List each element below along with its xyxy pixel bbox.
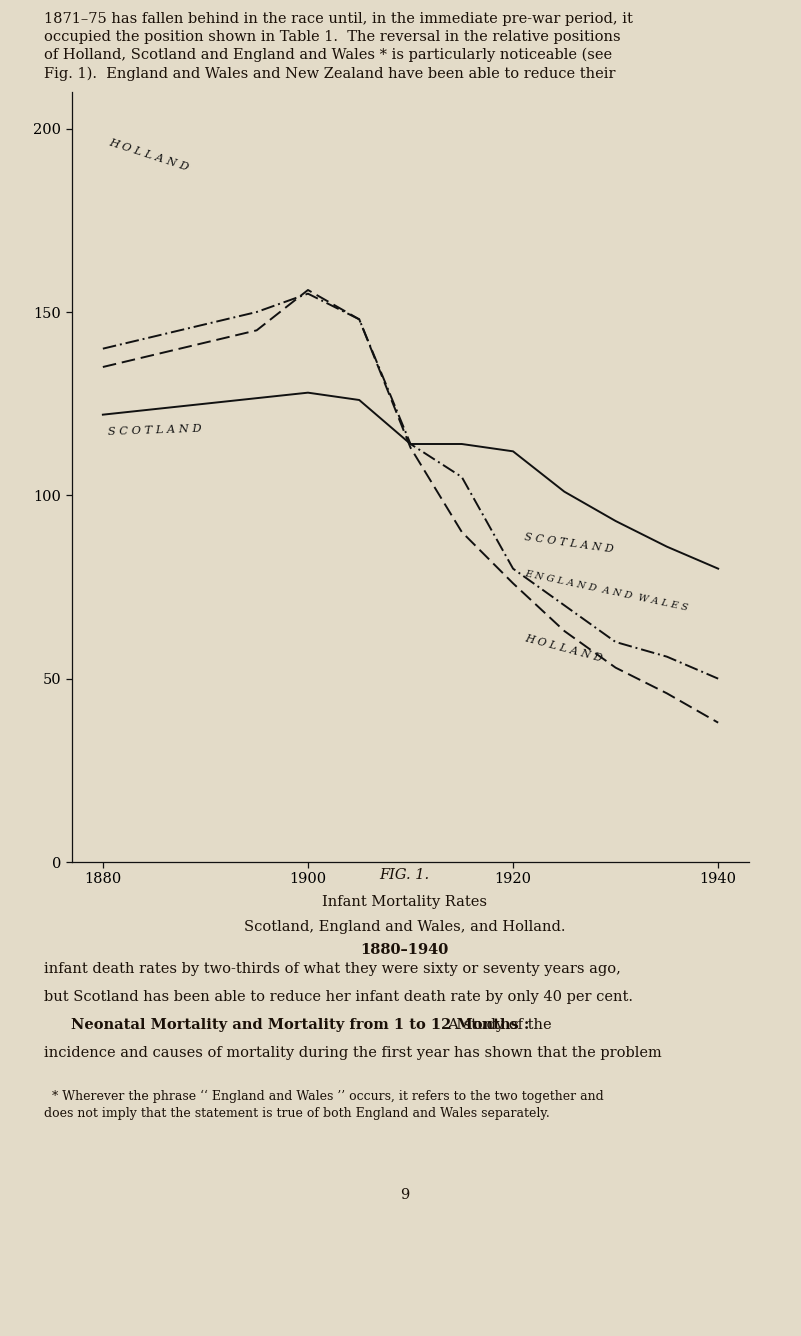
Text: Scotland, England and Wales, and Holland.: Scotland, England and Wales, and Holland…	[244, 919, 566, 934]
Text: Neonatal Mortality and Mortality from 1 to 12 Months :: Neonatal Mortality and Mortality from 1 …	[71, 1018, 529, 1033]
Text: S C O T L A N D: S C O T L A N D	[523, 532, 614, 554]
Text: * Wherever the phrase ‘‘ England and Wales ’’ occurs, it refers to the two toget: * Wherever the phrase ‘‘ England and Wal…	[44, 1090, 604, 1120]
Text: Infant Mortality Rates: Infant Mortality Rates	[322, 895, 487, 908]
Text: 9: 9	[400, 1188, 409, 1202]
Text: infant death rates by two-thirds of what they were sixty or seventy years ago,: infant death rates by two-thirds of what…	[44, 962, 621, 975]
Text: A study of the: A study of the	[439, 1018, 552, 1033]
Text: but Scotland has been able to reduce her infant death rate by only 40 per cent.: but Scotland has been able to reduce her…	[44, 990, 633, 1005]
Text: 1871–75 has fallen behind in the race until, in the immediate pre-war period, it: 1871–75 has fallen behind in the race un…	[44, 12, 633, 80]
Text: FIG. 1.: FIG. 1.	[380, 867, 429, 882]
Text: incidence and causes of mortality during the first year has shown that the probl: incidence and causes of mortality during…	[44, 1046, 662, 1061]
Text: 1880–1940: 1880–1940	[360, 943, 449, 958]
Text: S C O T L A N D: S C O T L A N D	[108, 424, 202, 437]
Text: E N G L A N D  A N D  W A L E S: E N G L A N D A N D W A L E S	[523, 569, 688, 613]
Text: H O L L A N D: H O L L A N D	[108, 138, 191, 172]
Text: H O L L A N D: H O L L A N D	[523, 633, 603, 664]
